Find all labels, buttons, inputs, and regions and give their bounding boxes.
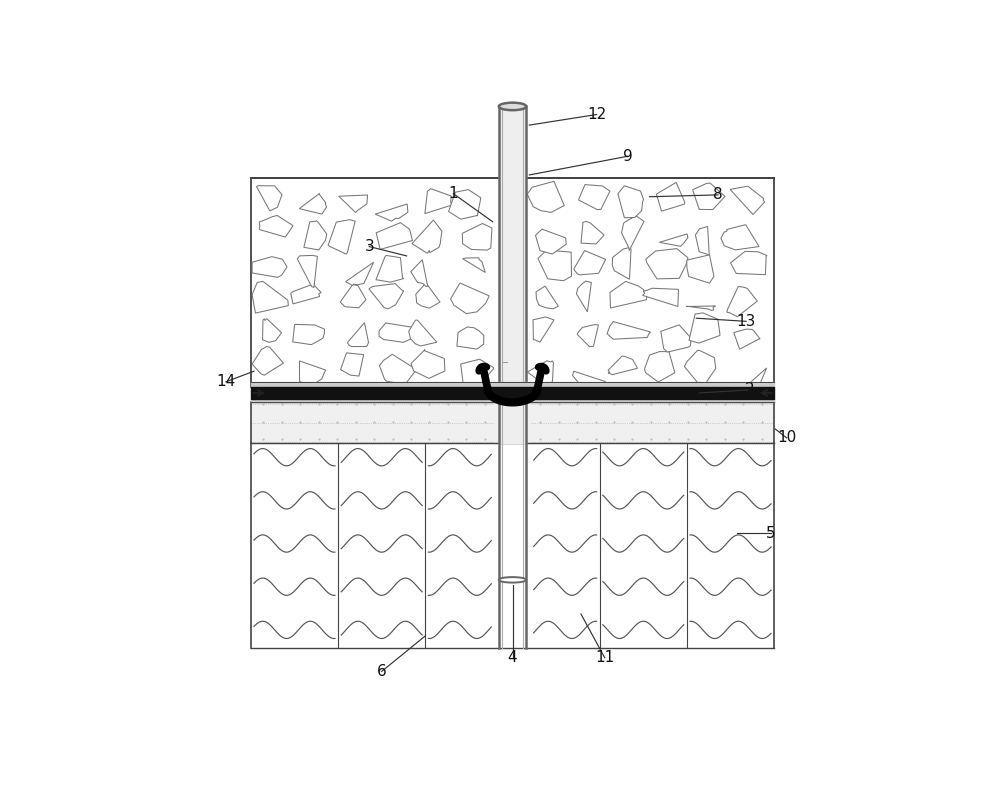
- Polygon shape: [299, 361, 326, 385]
- Polygon shape: [573, 371, 606, 386]
- Polygon shape: [608, 356, 638, 375]
- Polygon shape: [291, 284, 321, 304]
- Polygon shape: [369, 284, 404, 309]
- Polygon shape: [731, 252, 767, 275]
- Polygon shape: [659, 234, 688, 246]
- Polygon shape: [578, 184, 610, 210]
- Text: 2: 2: [744, 383, 754, 397]
- Polygon shape: [293, 324, 324, 345]
- Polygon shape: [581, 222, 604, 244]
- Text: 12: 12: [587, 107, 606, 122]
- Text: 9: 9: [623, 149, 633, 163]
- Polygon shape: [463, 258, 485, 273]
- Polygon shape: [527, 181, 564, 213]
- Text: 14: 14: [216, 375, 236, 389]
- Text: 13: 13: [736, 314, 756, 328]
- Polygon shape: [577, 324, 598, 346]
- Polygon shape: [341, 353, 364, 376]
- Polygon shape: [576, 281, 591, 312]
- Polygon shape: [457, 327, 484, 349]
- Polygon shape: [536, 286, 558, 309]
- Polygon shape: [451, 283, 489, 314]
- Polygon shape: [607, 322, 651, 339]
- Text: 10: 10: [777, 430, 796, 445]
- Polygon shape: [297, 256, 317, 287]
- Polygon shape: [730, 186, 765, 214]
- Bar: [251, 178, 774, 387]
- Polygon shape: [376, 256, 404, 282]
- Text: 6: 6: [377, 664, 387, 679]
- Polygon shape: [727, 286, 757, 316]
- Polygon shape: [687, 255, 714, 283]
- Text: 1: 1: [449, 186, 458, 201]
- Ellipse shape: [499, 103, 526, 110]
- Polygon shape: [527, 361, 553, 385]
- Polygon shape: [299, 193, 327, 214]
- Polygon shape: [328, 220, 355, 254]
- Polygon shape: [622, 216, 644, 251]
- Polygon shape: [376, 222, 413, 249]
- Polygon shape: [734, 329, 760, 349]
- Text: 3: 3: [364, 239, 374, 254]
- Polygon shape: [644, 352, 675, 382]
- Polygon shape: [656, 182, 685, 211]
- Polygon shape: [252, 256, 287, 277]
- Polygon shape: [252, 282, 288, 313]
- Polygon shape: [693, 183, 725, 210]
- Text: 8: 8: [713, 188, 723, 202]
- Text: 4: 4: [508, 650, 517, 665]
- Polygon shape: [574, 251, 606, 275]
- Polygon shape: [256, 186, 282, 211]
- Polygon shape: [461, 359, 494, 386]
- Polygon shape: [339, 195, 368, 213]
- Polygon shape: [409, 320, 437, 346]
- Polygon shape: [416, 283, 440, 308]
- Polygon shape: [259, 215, 293, 237]
- Polygon shape: [684, 350, 716, 386]
- Text: 11: 11: [595, 650, 614, 665]
- Polygon shape: [263, 319, 282, 342]
- Polygon shape: [425, 188, 452, 214]
- Polygon shape: [533, 317, 554, 342]
- Ellipse shape: [499, 577, 526, 582]
- Polygon shape: [535, 229, 566, 254]
- Polygon shape: [610, 282, 647, 308]
- Polygon shape: [304, 221, 327, 250]
- Polygon shape: [721, 225, 759, 250]
- Polygon shape: [618, 186, 644, 218]
- Polygon shape: [646, 248, 688, 279]
- Polygon shape: [411, 349, 445, 379]
- Polygon shape: [346, 262, 374, 286]
- Polygon shape: [689, 313, 720, 343]
- Polygon shape: [747, 368, 767, 386]
- Polygon shape: [449, 189, 481, 219]
- Polygon shape: [612, 248, 631, 279]
- Polygon shape: [379, 323, 415, 342]
- Polygon shape: [661, 325, 691, 352]
- Polygon shape: [686, 306, 716, 311]
- Text: 5: 5: [766, 526, 776, 540]
- Polygon shape: [340, 285, 366, 307]
- Polygon shape: [411, 260, 428, 286]
- Polygon shape: [462, 223, 492, 250]
- Polygon shape: [252, 346, 283, 375]
- Polygon shape: [375, 204, 408, 221]
- Polygon shape: [695, 227, 709, 255]
- Polygon shape: [347, 323, 369, 346]
- Polygon shape: [643, 288, 678, 307]
- Polygon shape: [379, 354, 416, 384]
- Polygon shape: [412, 220, 442, 253]
- Polygon shape: [538, 250, 572, 281]
